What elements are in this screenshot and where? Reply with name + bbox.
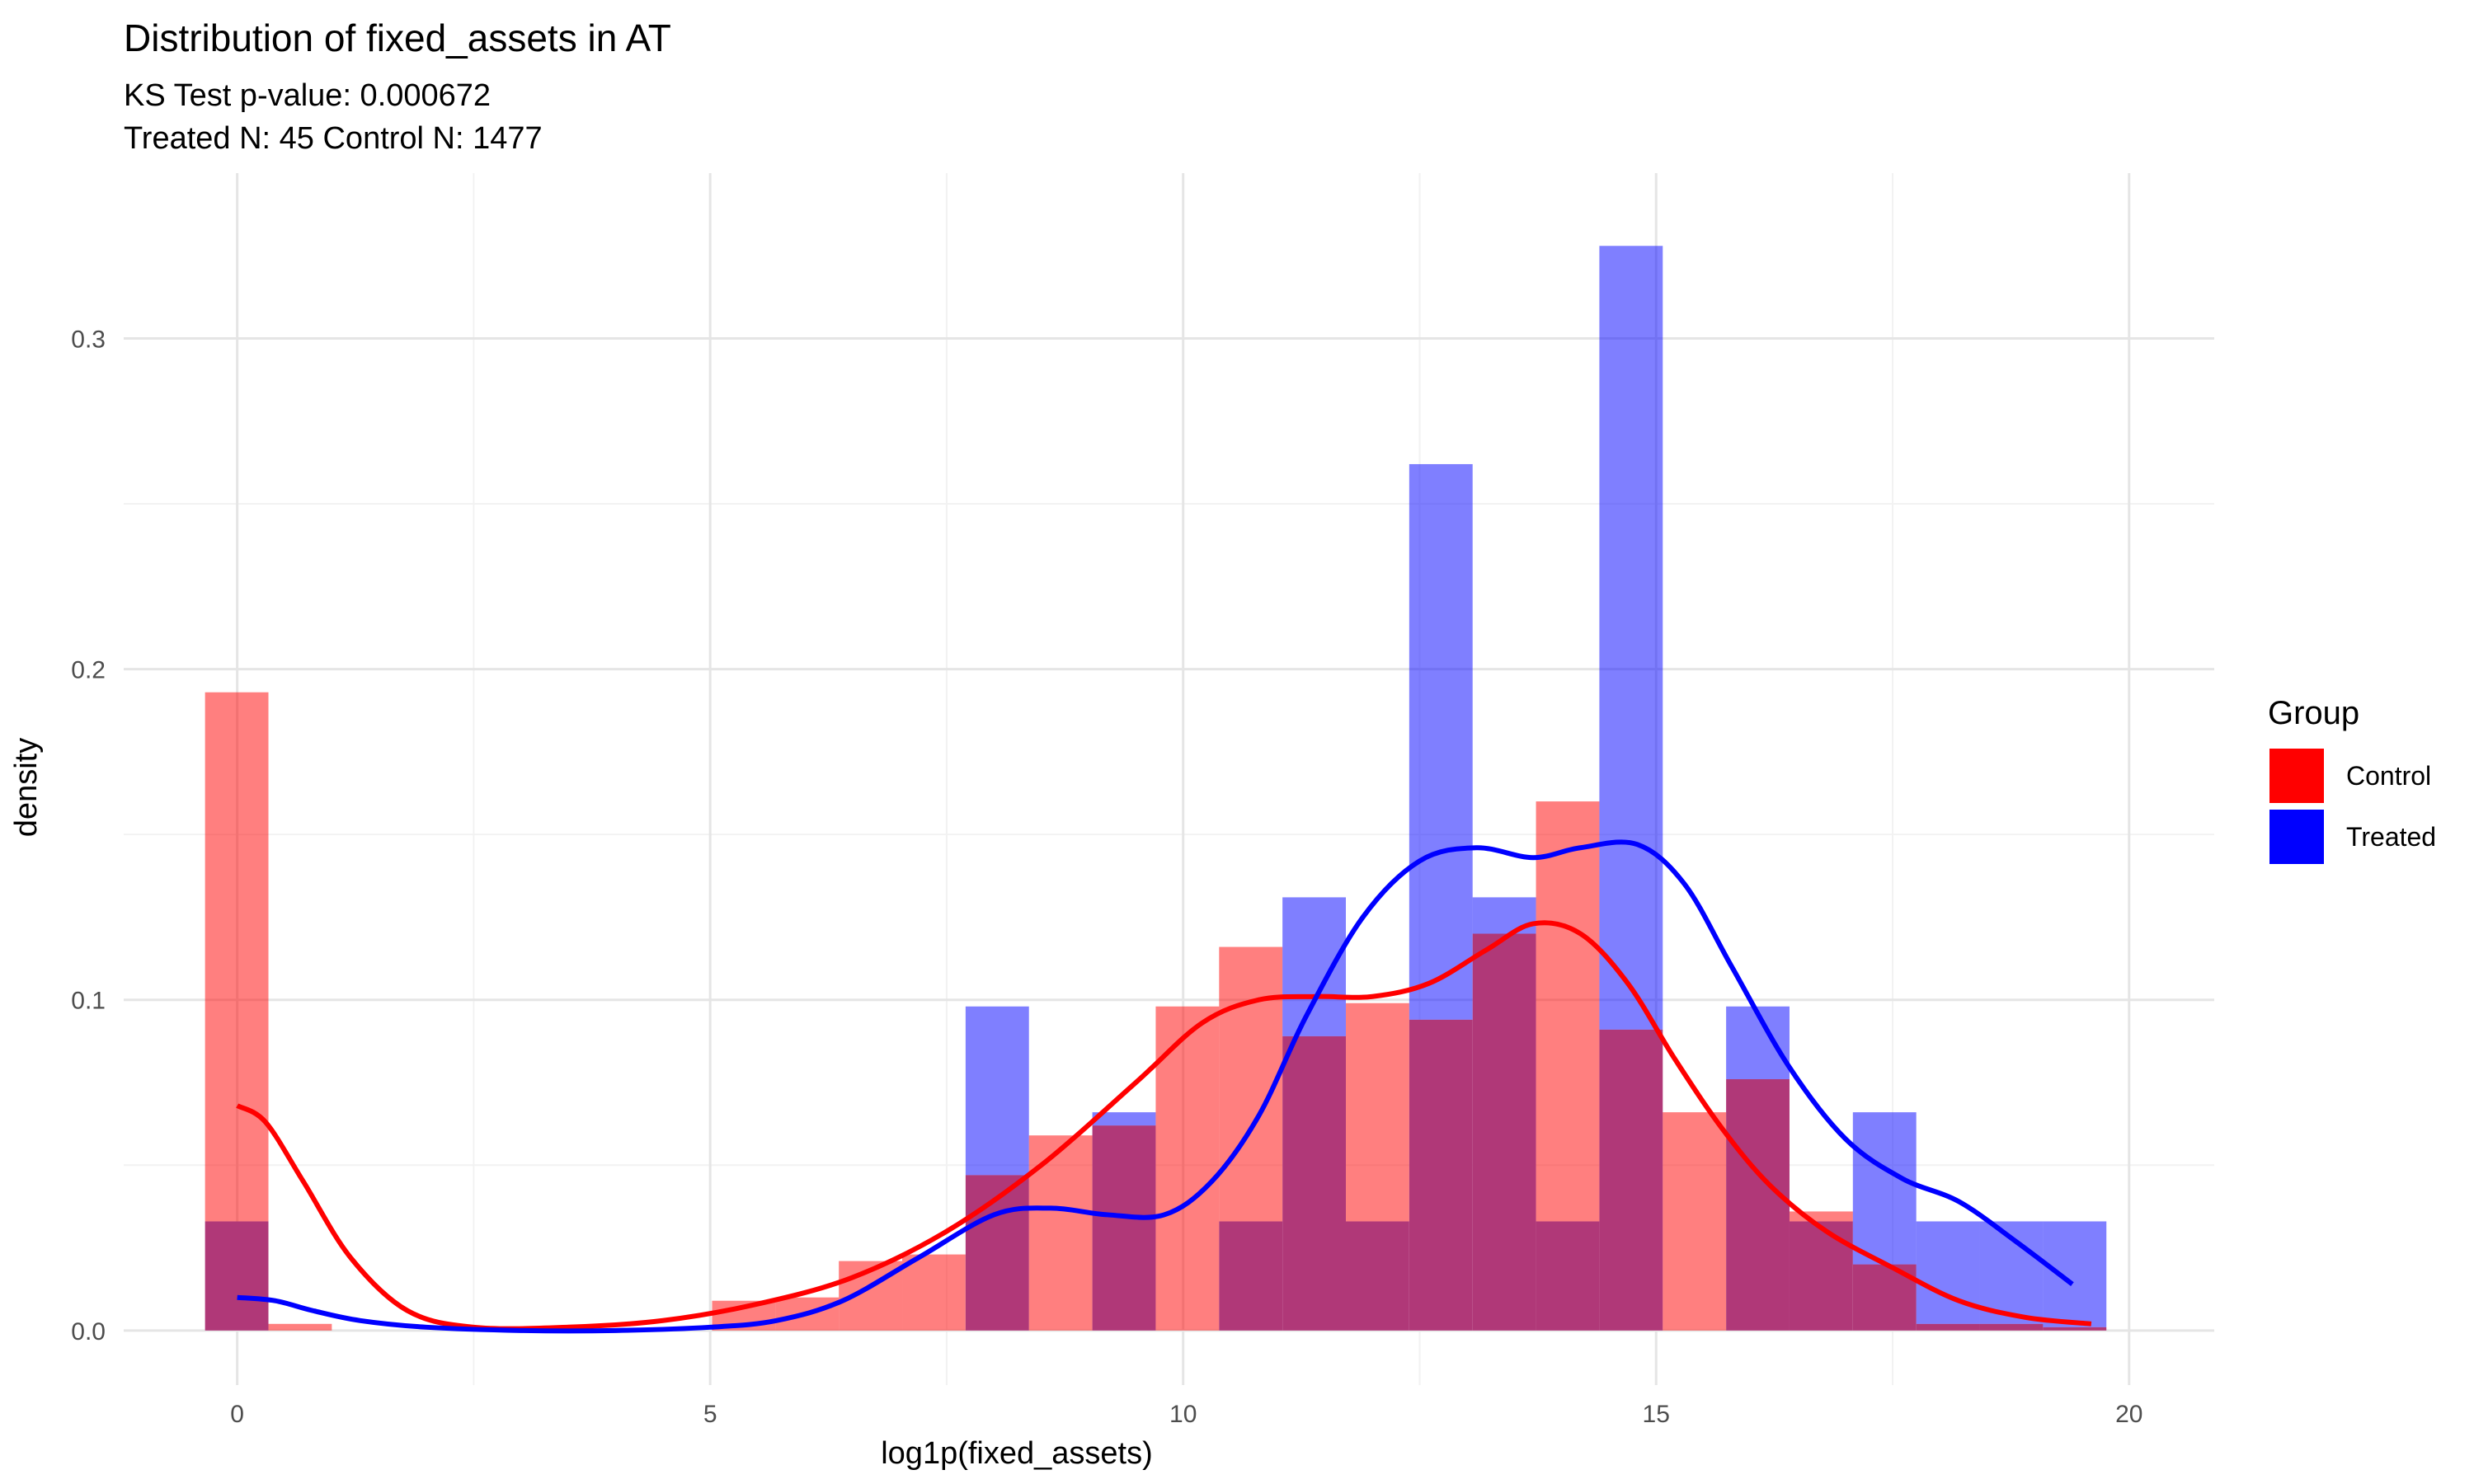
x-tick-label: 20 bbox=[2115, 1401, 2142, 1428]
histogram-bar-treated bbox=[1599, 246, 1663, 1030]
histogram-bar-overlap bbox=[1979, 1323, 2044, 1331]
histogram-bar-treated bbox=[1282, 897, 1346, 1036]
histogram-bar-control bbox=[268, 1323, 332, 1331]
y-tick-label: 0.1 bbox=[71, 988, 106, 1015]
histogram-bar-overlap bbox=[205, 1221, 269, 1331]
density-line-treated bbox=[237, 839, 2074, 1334]
y-axis-label: density bbox=[9, 738, 44, 837]
histogram-bar-overlap bbox=[2043, 1327, 2107, 1331]
histogram-bar-overlap bbox=[1789, 1221, 1853, 1331]
histogram-bar-control bbox=[1663, 1112, 1727, 1331]
legend-swatch-treated bbox=[2269, 810, 2324, 864]
x-tick-label: 15 bbox=[1643, 1401, 1670, 1428]
x-tick-label: 5 bbox=[703, 1401, 717, 1428]
chart-subtitle-line-1: KS Test p-value: 0.000672 bbox=[124, 78, 491, 113]
histogram-bar-overlap bbox=[1282, 1036, 1346, 1331]
histogram-bar-treated bbox=[2043, 1221, 2107, 1327]
histogram-bar-overlap bbox=[1916, 1323, 1980, 1331]
legend-label-treated: Treated bbox=[2346, 822, 2436, 852]
histogram-bar-overlap bbox=[1536, 1221, 1600, 1331]
axis-ticks: 0 5 10 15 20 0.0 0.1 0.2 0.3 bbox=[71, 326, 2142, 1428]
histogram-bar-treated bbox=[1092, 1112, 1156, 1126]
histogram-bar-overlap bbox=[1726, 1078, 1790, 1331]
x-axis-label: log1p(fixed_assets) bbox=[881, 1436, 1153, 1471]
legend-label-control: Control bbox=[2346, 761, 2431, 791]
legend: Group Control Treated bbox=[2268, 695, 2436, 864]
histogram-bar-overlap bbox=[1409, 1019, 1473, 1331]
x-tick-label: 0 bbox=[230, 1401, 244, 1428]
histogram-bar-treated bbox=[1852, 1112, 1917, 1265]
histogram-bar-treated bbox=[965, 1006, 1029, 1176]
histogram-bars bbox=[205, 246, 2107, 1331]
histogram-bar-overlap bbox=[1346, 1221, 1409, 1331]
histogram-bar-control bbox=[1346, 1003, 1409, 1222]
histogram-bar-control bbox=[1155, 1006, 1220, 1331]
histogram-bar-control bbox=[902, 1254, 966, 1331]
histogram-bar-control bbox=[1536, 801, 1600, 1222]
histogram-bar-overlap bbox=[1092, 1125, 1156, 1331]
histogram-bar-overlap bbox=[1599, 1029, 1663, 1331]
y-tick-label: 0.2 bbox=[71, 657, 106, 684]
y-tick-label: 0.3 bbox=[71, 326, 106, 354]
density-lines bbox=[236, 839, 2092, 1334]
chart-title: Distribution of fixed_assets in AT bbox=[124, 16, 671, 59]
y-tick-label: 0.0 bbox=[71, 1318, 106, 1345]
legend-title: Group bbox=[2268, 695, 2359, 731]
histogram-bar-control bbox=[205, 692, 269, 1222]
chart-subtitle-line-2: Treated N: 45 Control N: 1477 bbox=[124, 121, 543, 156]
histogram-bar-overlap bbox=[1219, 1221, 1283, 1331]
histogram-bar-treated bbox=[1409, 463, 1473, 1020]
legend-swatch-control bbox=[2269, 749, 2324, 803]
x-tick-label: 10 bbox=[1169, 1401, 1197, 1428]
histogram-bar-treated bbox=[1916, 1221, 1980, 1324]
histogram-bar-overlap bbox=[1472, 933, 1536, 1331]
